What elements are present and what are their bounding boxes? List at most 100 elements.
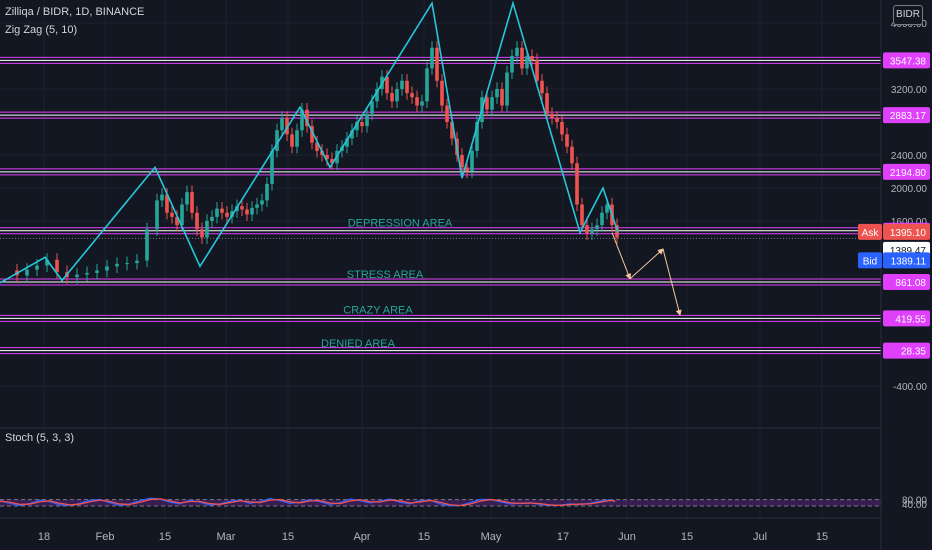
candle-body xyxy=(75,274,79,278)
candle-body xyxy=(95,270,99,273)
candle-body xyxy=(245,209,249,215)
candle-body xyxy=(350,130,354,139)
symbol-title[interactable]: Zilliqa / BIDR, 1D, BINANCE xyxy=(5,6,145,18)
candle-body xyxy=(160,194,164,201)
candle-body xyxy=(370,101,374,114)
ask-label: Ask xyxy=(862,228,880,239)
candle-body xyxy=(190,192,194,213)
level-price-tag xyxy=(883,52,930,69)
candle-body xyxy=(515,47,519,56)
candle-body xyxy=(565,134,569,147)
y-tick-label: 3200.00 xyxy=(891,85,928,96)
stoch-indicator-label[interactable]: Stoch (5, 3, 3) xyxy=(5,432,75,444)
level-price-tag xyxy=(883,342,930,359)
candle-body xyxy=(105,266,109,271)
candle-body xyxy=(475,122,479,151)
candle-body xyxy=(330,159,334,164)
level-price-tag xyxy=(883,310,930,327)
candle-body xyxy=(535,60,539,81)
candle-body xyxy=(125,263,129,265)
zone-label: DEPRESSION AREA xyxy=(348,218,453,230)
candle-body xyxy=(115,263,119,267)
currency-button[interactable]: BIDR xyxy=(893,5,923,25)
level-price-text: 3547.38 xyxy=(890,56,927,67)
zigzag-indicator-label[interactable]: Zig Zag (5, 10) xyxy=(5,24,78,36)
candle-body xyxy=(290,134,294,147)
candle-body xyxy=(395,89,399,102)
candle-body xyxy=(375,89,379,102)
candle-body xyxy=(345,138,349,147)
candle-body xyxy=(510,56,514,73)
candle-body xyxy=(360,122,364,127)
candle-body xyxy=(275,130,279,151)
x-tick-label: May xyxy=(481,531,502,543)
stoch-d-line xyxy=(0,498,616,507)
candle-body xyxy=(605,204,609,213)
candle-body xyxy=(450,122,454,139)
candle-body xyxy=(460,155,464,168)
projection-arrow xyxy=(662,248,682,317)
x-tick-label: 18 xyxy=(38,531,50,543)
ask-tag xyxy=(858,223,882,240)
candle-body xyxy=(540,80,544,94)
candle-body xyxy=(490,97,494,110)
candle-body xyxy=(205,221,209,238)
stoch-tick-label: 40.00 xyxy=(902,500,927,511)
x-tick-label: Feb xyxy=(96,531,115,543)
candle-body xyxy=(180,204,184,226)
ask-price-tag xyxy=(883,223,930,240)
candle-body xyxy=(240,206,244,210)
candle-body xyxy=(385,76,389,94)
x-tick-label: 15 xyxy=(282,531,294,543)
candle-body xyxy=(390,93,394,102)
level-price-text: 2883.17 xyxy=(890,111,927,122)
candle-body xyxy=(35,265,39,270)
last-price: 1389.47 xyxy=(890,246,927,257)
candle-body xyxy=(485,97,489,110)
candle-body xyxy=(500,89,504,106)
y-tick-label: 1600.00 xyxy=(891,217,928,228)
zone-label: CRAZY AREA xyxy=(343,304,413,316)
candle-body xyxy=(465,167,469,172)
candle-body xyxy=(600,212,604,226)
candle-body xyxy=(210,216,214,221)
candle-body xyxy=(400,80,404,89)
candle-body xyxy=(325,155,329,160)
candle-body xyxy=(310,126,314,143)
candle-body xyxy=(410,93,414,98)
y-tick-label: -400.00 xyxy=(893,382,927,393)
candle-body xyxy=(415,97,419,106)
candle-body xyxy=(285,117,289,135)
candle-body xyxy=(580,204,584,226)
candle-body xyxy=(595,225,599,230)
candle-body xyxy=(175,216,179,226)
candle-body xyxy=(520,47,524,69)
candle-body xyxy=(270,150,274,184)
level-price-text: 2194.80 xyxy=(890,168,927,179)
candle-body xyxy=(225,212,229,217)
candle-body xyxy=(470,150,474,172)
zone-label: STRESS AREA xyxy=(347,269,424,281)
candle-body xyxy=(165,194,169,213)
candle-body xyxy=(155,200,159,230)
candle-body xyxy=(365,113,369,127)
candle-body xyxy=(185,192,189,205)
bid-tag xyxy=(858,252,882,269)
x-tick-label: Apr xyxy=(353,531,370,543)
candle-body xyxy=(425,68,429,102)
candle-body xyxy=(85,272,89,275)
candle-body xyxy=(145,229,149,261)
y-tick-label: 2400.00 xyxy=(891,151,928,162)
candle-body xyxy=(55,259,59,273)
candle-body xyxy=(585,225,589,234)
candle-body xyxy=(545,93,549,114)
candle-body xyxy=(560,122,564,135)
level-price-tag xyxy=(883,107,930,124)
candle-body xyxy=(530,56,534,61)
stoch-tick-label: 80.00 xyxy=(902,496,927,507)
candle-body xyxy=(25,269,29,276)
candle-body xyxy=(135,260,139,264)
candle-body xyxy=(590,229,594,234)
